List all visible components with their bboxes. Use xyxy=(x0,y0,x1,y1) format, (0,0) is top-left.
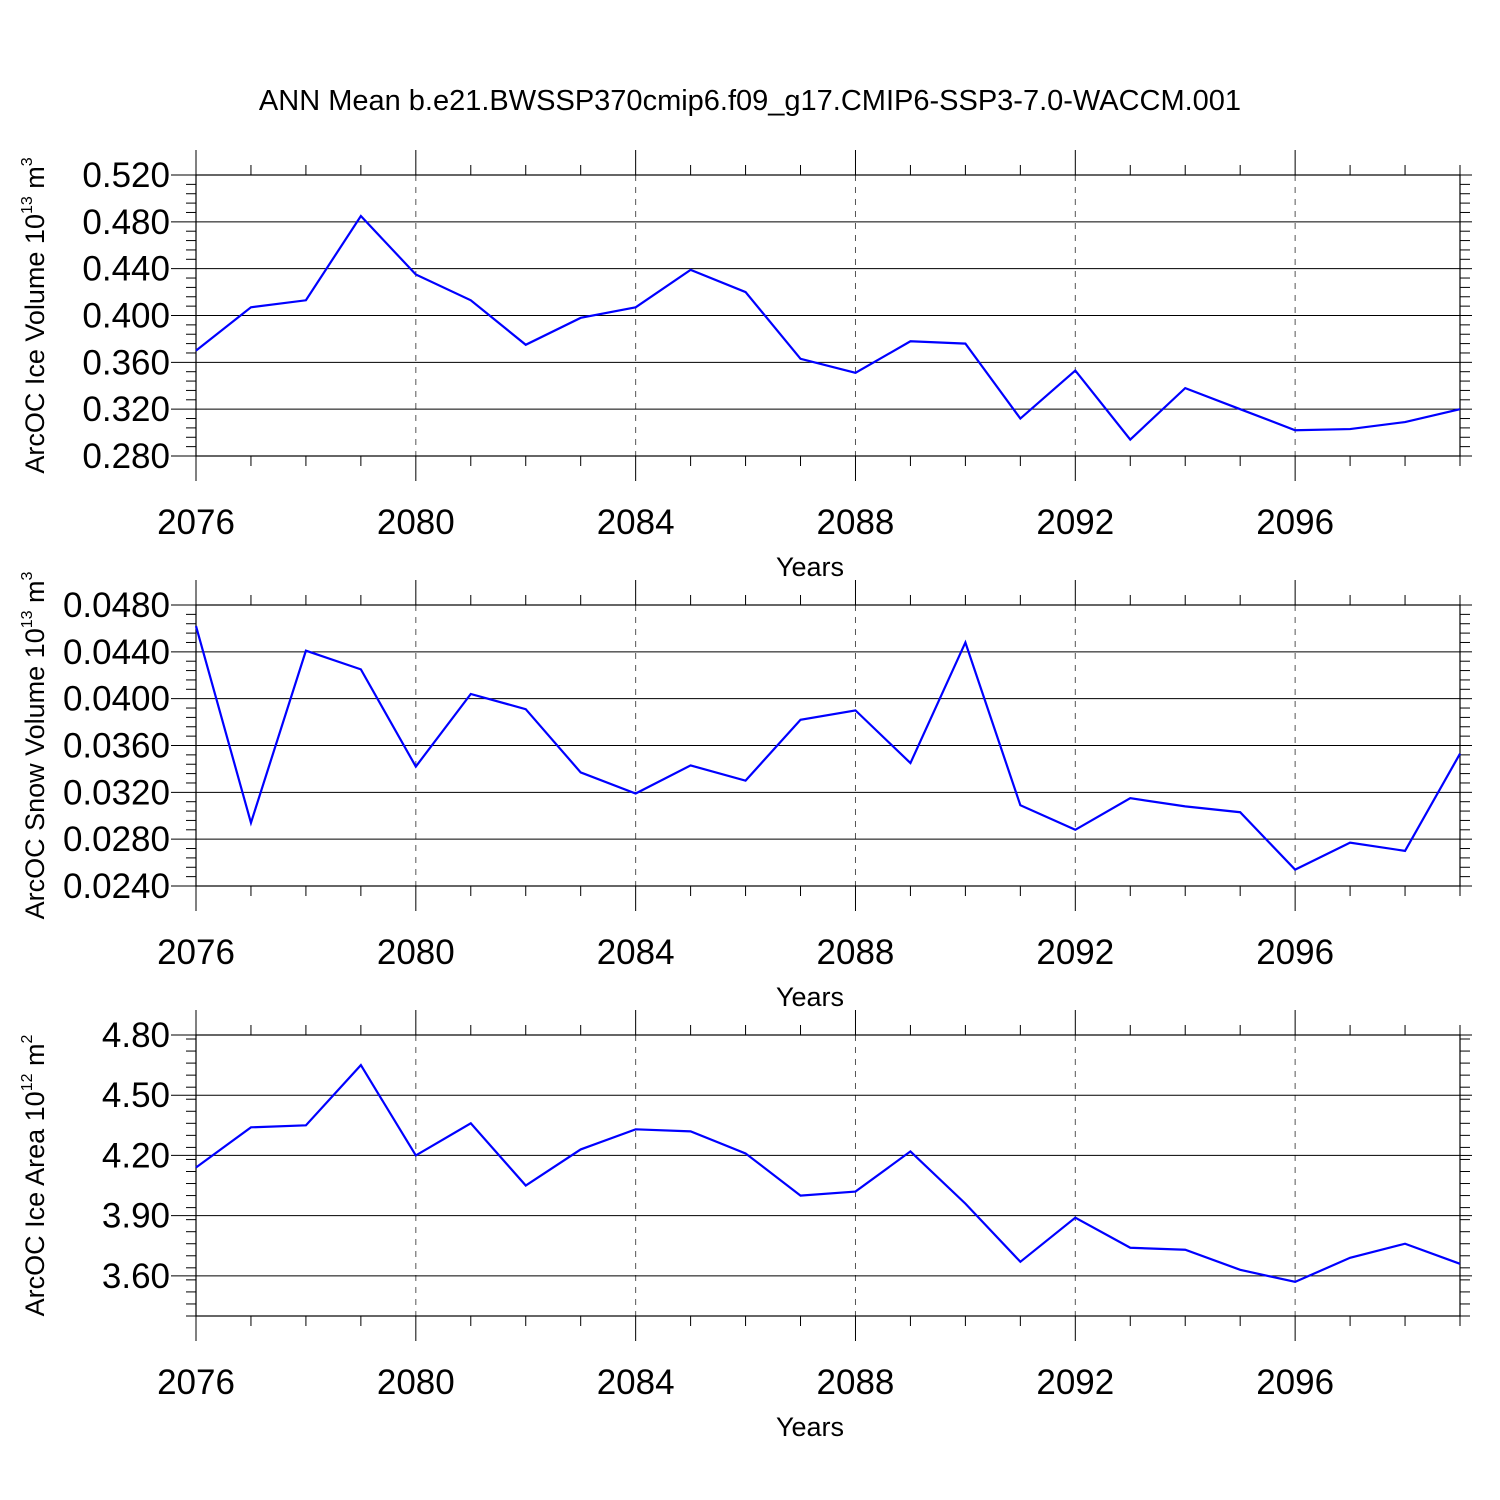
x-tick-label: 2092 xyxy=(1036,503,1114,542)
x-tick-label: 2096 xyxy=(1256,933,1334,972)
series-line xyxy=(194,625,1461,871)
x-tick-label: 2096 xyxy=(1256,503,1334,542)
x-tick-label: 2076 xyxy=(157,933,235,972)
y-axis-label-text: ArcOC Ice Area 10 xyxy=(20,1091,50,1316)
x-axis-label: Years xyxy=(776,1412,844,1442)
x-tick-label: 2092 xyxy=(1036,1363,1114,1402)
y-tick-label: 0.0360 xyxy=(63,727,170,766)
y-tick-label: 0.0280 xyxy=(63,820,170,859)
y-tick-label: 0.360 xyxy=(82,343,170,382)
x-tick-label: 2080 xyxy=(377,1363,455,1402)
panel-snow-volume: 2076 2080 2084 2088 2092 2096 0.0240 0.0280 0.03… xyxy=(19,571,1472,1012)
x-tick-label: 2076 xyxy=(157,503,235,542)
x-tick-label: 2084 xyxy=(597,1363,675,1402)
panel-ice-volume: 2076 2080 2084 2088 2092 2096 0.280 0.320 0.360 0… xyxy=(19,150,1472,582)
y-axis-label-text: ArcOC Snow Volume 10 xyxy=(20,628,50,919)
series-line xyxy=(195,1063,1461,1284)
y-axis-label-text: m xyxy=(20,580,50,610)
plot-frame xyxy=(195,1034,1461,1317)
y-axis-label-text: m xyxy=(20,166,50,196)
x-tick-label: 2080 xyxy=(377,503,455,542)
x-tick-label: 2092 xyxy=(1036,933,1114,972)
x-tick-label: 2088 xyxy=(817,933,895,972)
x-tick-label: 2076 xyxy=(157,1363,235,1402)
y-axis-label-exponent: 3 xyxy=(19,571,36,580)
y-tick-label: 4.20 xyxy=(102,1136,170,1175)
y-tick-label: 0.520 xyxy=(82,156,170,195)
y-tick-label: 0.0480 xyxy=(63,586,170,625)
y-tick-label: 0.0240 xyxy=(63,867,170,906)
x-tick-label: 2096 xyxy=(1256,1363,1334,1402)
chart-title: ANN Mean b.e21.BWSSP370cmip6.f09_g17.CMI… xyxy=(259,85,1241,117)
y-tick-label: 4.80 xyxy=(102,1016,170,1055)
y-axis-label-exponent: 13 xyxy=(19,196,36,214)
y-axis-label-exponent: 2 xyxy=(19,1035,36,1044)
y-tick-label: 3.60 xyxy=(102,1257,170,1296)
x-tick-label: 2084 xyxy=(597,933,675,972)
y-tick-label: 4.50 xyxy=(102,1076,170,1115)
y-tick-label: 0.400 xyxy=(82,297,170,336)
y-tick-label: 0.320 xyxy=(82,390,170,429)
y-tick-label: 0.0320 xyxy=(63,773,170,812)
x-axis-label: Years xyxy=(776,552,844,582)
y-axis-label-exponent: 12 xyxy=(19,1073,36,1091)
y-axis-label-text: m xyxy=(20,1044,50,1074)
x-tick-label: 2080 xyxy=(377,933,455,972)
y-tick-label: 3.90 xyxy=(102,1197,170,1236)
x-tick-label: 2084 xyxy=(597,503,675,542)
y-axis-label-exponent: 3 xyxy=(19,157,36,166)
y-tick-label: 0.0440 xyxy=(63,633,170,672)
x-tick-label: 2088 xyxy=(817,1363,895,1402)
x-tick-label: 2088 xyxy=(817,503,895,542)
y-axis-label-text: ArcOC Ice Volume 10 xyxy=(20,214,50,474)
y-tick-label: 0.440 xyxy=(82,250,170,289)
y-axis-label-exponent: 13 xyxy=(19,610,36,628)
y-tick-label: 0.280 xyxy=(82,437,170,476)
y-tick-label: 0.0400 xyxy=(63,680,170,719)
y-axis-label: ArcOC Snow Volume 1013 m3 xyxy=(19,571,50,919)
y-axis-label: ArcOC Ice Volume 1013 m3 xyxy=(19,157,50,473)
y-axis-label: ArcOC Ice Area 1012 m2 xyxy=(19,1035,50,1317)
x-axis-label: Years xyxy=(776,982,844,1012)
series-line xyxy=(195,214,1461,442)
panel-ice-area: 2076 2080 2084 2088 2092 2096 3.60 3.90 4.20 4.50… xyxy=(19,1010,1472,1442)
y-tick-label: 0.480 xyxy=(82,203,170,242)
